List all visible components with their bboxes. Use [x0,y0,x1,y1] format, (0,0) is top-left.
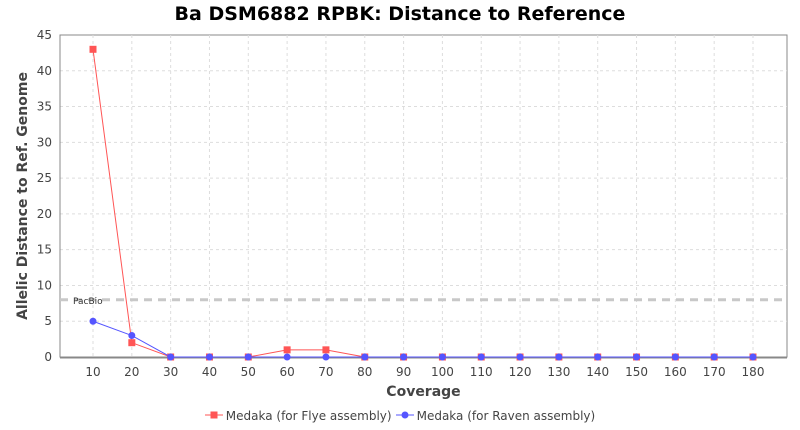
data-point [128,339,136,347]
reference-line-label: PacBio [73,297,103,307]
legend-item: Medaka (for Flye assembly) [204,409,392,423]
x-tick-label: 160 [664,365,687,379]
y-tick-label: 10 [37,278,52,292]
y-tick-label: 30 [37,135,52,149]
x-tick-label: 50 [241,365,256,379]
x-tick-label: 170 [703,365,726,379]
data-point [322,346,330,354]
legend-label: Medaka (for Flye assembly) [225,409,392,423]
y-tick-label: 15 [37,243,52,257]
x-tick-label: 70 [318,365,333,379]
data-point [555,353,563,361]
data-point [361,353,369,361]
x-tick-label: 80 [357,365,372,379]
data-point [477,353,485,361]
data-point [244,353,252,361]
data-point [516,353,524,361]
x-tick-label: 30 [163,365,178,379]
x-tick-label: 10 [85,365,100,379]
series-line [92,320,753,358]
data-point [322,353,330,361]
x-tick-label: 90 [396,365,411,379]
data-point [283,346,291,354]
x-tick-label: 100 [431,365,454,379]
legend-label: Medaka (for Raven assembly) [416,409,596,423]
x-tick-label: 180 [742,365,765,379]
x-tick-label: 120 [509,365,532,379]
data-point [283,353,291,361]
data-point [400,353,408,361]
data-point [671,353,679,361]
x-tick-label: 20 [124,365,139,379]
x-tick-label: 40 [202,365,217,379]
y-tick-label: 0 [44,350,52,364]
data-point [128,332,136,340]
x-tick-label: 150 [625,365,648,379]
legend: Medaka (for Flye assembly) Medaka (for Ra… [0,409,800,423]
data-point [710,353,718,361]
data-point [438,353,446,361]
square-marker-icon [204,409,223,423]
circle-marker-icon [395,409,414,423]
y-tick-label: 40 [37,64,52,78]
y-tick-label: 35 [37,100,52,114]
data-point [594,353,602,361]
data-point [89,317,97,325]
y-tick-label: 5 [44,314,52,328]
data-point [205,353,213,361]
x-tick-label: 130 [547,365,570,379]
x-axis-label: Coverage [386,384,460,400]
data-point [167,353,175,361]
y-tick-label: 20 [37,207,52,221]
plot-area [59,34,788,358]
legend-item: Medaka (for Raven assembly) [395,409,596,423]
x-tick-label: 60 [279,365,294,379]
data-point [633,353,641,361]
data-point [749,353,757,361]
y-tick-label: 45 [37,28,52,42]
chart-title: Ba DSM6882 RPBK: Distance to Reference [174,3,626,25]
x-tick-label: 140 [586,365,609,379]
y-axis-label: Allelic Distance to Ref. Genome [15,72,31,320]
x-tick-label: 110 [470,365,493,379]
data-point [89,45,97,53]
y-tick-label: 25 [37,171,52,185]
